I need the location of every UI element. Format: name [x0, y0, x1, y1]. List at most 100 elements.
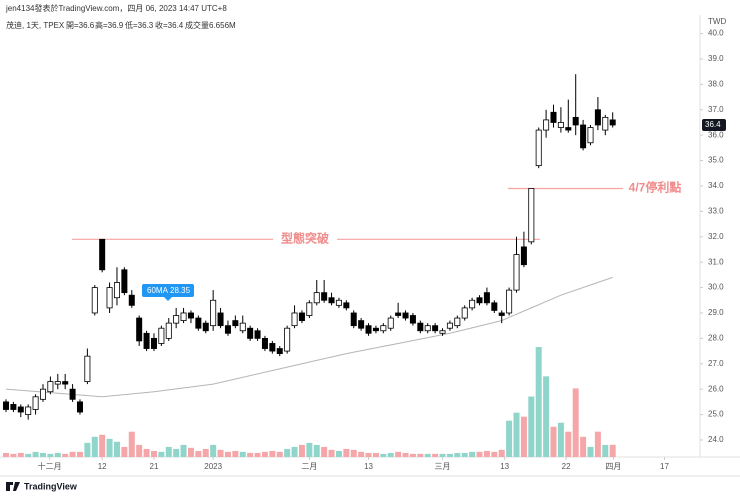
- candle-body: [69, 388, 76, 400]
- candle-body: [535, 129, 542, 167]
- volume-bar: [180, 444, 187, 457]
- candle-body: [395, 312, 402, 316]
- candle-body: [424, 325, 431, 332]
- volume-bar: [365, 452, 372, 457]
- x-tick-label: 13: [500, 462, 509, 471]
- volume-bar: [543, 376, 550, 457]
- volume-bar: [54, 452, 61, 457]
- volume-bar: [106, 438, 113, 457]
- candle-body: [62, 381, 69, 385]
- candle-body: [335, 299, 342, 306]
- volume-bar: [491, 451, 498, 457]
- volume-bar: [143, 448, 150, 457]
- annotation-label: 型態突破: [281, 230, 329, 245]
- volume-bar: [395, 451, 402, 457]
- symbol: 茂迪, 1天, TPEX: [6, 20, 65, 30]
- volume-bar: [91, 436, 98, 457]
- volume-bar: [47, 453, 54, 457]
- y-tick-label: 34.0: [708, 181, 724, 190]
- volume-bar: [298, 444, 305, 457]
- volume-bar: [187, 447, 194, 457]
- volume-bar: [513, 412, 520, 457]
- volume-bar: [350, 449, 357, 457]
- y-tick-label: 35.0: [708, 156, 724, 165]
- y-tick-label: 31.0: [708, 257, 724, 266]
- volume-bar: [232, 450, 239, 457]
- candle-body: [446, 322, 453, 329]
- annotation-bg: [623, 180, 687, 197]
- volume-bar: [17, 452, 24, 457]
- x-tick-label: 2023: [204, 462, 222, 471]
- candle-body: [106, 287, 113, 309]
- volume-bar: [402, 452, 409, 457]
- candle-body: [76, 401, 83, 413]
- volume-bar: [113, 441, 120, 457]
- candle-body: [409, 315, 416, 324]
- last-price: 36.4: [705, 120, 721, 129]
- volume-bar: [550, 426, 557, 457]
- candle-body: [572, 116, 579, 126]
- y-tick-label: 32.0: [708, 232, 724, 241]
- candle-body: [261, 337, 268, 349]
- low: 低=36.3: [125, 20, 154, 30]
- ma-tag-pointer: [164, 297, 172, 301]
- y-tick-label: 25.0: [708, 410, 724, 419]
- volume-bar: [10, 453, 17, 457]
- candle-body: [461, 307, 468, 319]
- open: 開=36.6: [66, 21, 95, 30]
- volume-bar: [483, 450, 490, 457]
- volume-bar: [254, 452, 261, 457]
- candle-body: [454, 317, 461, 327]
- candle-body: [121, 269, 128, 294]
- candle-body: [543, 119, 550, 131]
- candle-body: [432, 325, 439, 332]
- volume-bar: [498, 449, 505, 457]
- volume-bar: [587, 446, 594, 457]
- candle-body: [476, 297, 483, 304]
- candle-body: [372, 327, 379, 332]
- candle-body: [84, 355, 91, 382]
- x-tick-label: 二月: [301, 462, 317, 471]
- volume-bar: [439, 453, 446, 457]
- volume-bar: [239, 451, 246, 457]
- candle-body: [594, 109, 601, 126]
- volume-bar: [380, 453, 387, 457]
- candle-body: [269, 343, 276, 352]
- annotation-label: 4/7停利點: [629, 180, 682, 195]
- volume-bar: [195, 450, 202, 457]
- candle-body: [417, 322, 424, 332]
- candle-body: [113, 282, 120, 299]
- volume-bar: [39, 452, 46, 457]
- candle-body: [520, 246, 527, 266]
- y-tick-label: 36.0: [708, 130, 724, 139]
- volume-bar: [269, 450, 276, 457]
- volume-label: 成交量6.656M: [185, 20, 236, 30]
- candle-body: [232, 320, 239, 327]
- x-tick-label: 十二月: [38, 461, 62, 471]
- candle-body: [187, 312, 194, 319]
- last-price-bg: [702, 118, 726, 131]
- volume-bar: [557, 422, 564, 457]
- candle-body: [47, 381, 54, 393]
- y-tick-label: 29.0: [708, 308, 724, 317]
- volume-bar: [454, 452, 461, 457]
- volume-bar: [136, 444, 143, 457]
- candle-body: [239, 322, 246, 332]
- currency: TWD: [708, 17, 726, 26]
- candle-body: [528, 188, 535, 243]
- candle-body: [54, 381, 61, 385]
- volume-bar: [32, 451, 39, 457]
- footer-brand: TradingView: [24, 481, 78, 491]
- candle-body: [328, 297, 335, 304]
- volume-bar: [25, 453, 32, 457]
- candle-body: [247, 327, 254, 339]
- candle-body: [180, 312, 187, 321]
- volume-bar: [461, 452, 468, 457]
- volume-bar: [424, 453, 431, 457]
- volume-bar: [158, 451, 165, 457]
- x-tick-label: 三月: [435, 462, 451, 471]
- ma-tag-bg: [142, 284, 194, 297]
- volume-bar: [372, 452, 379, 457]
- volume-bar: [469, 451, 476, 457]
- candle-body: [32, 396, 39, 410]
